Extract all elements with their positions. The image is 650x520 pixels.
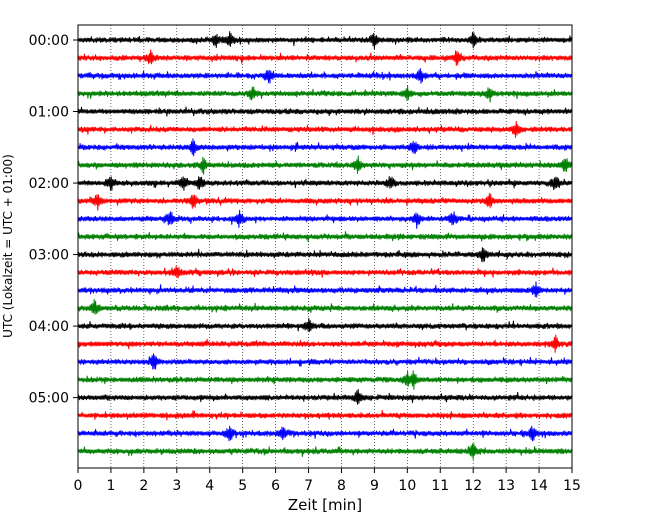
- vertical-grid-lines: [110, 25, 540, 468]
- trace-line: [77, 370, 573, 390]
- trace-line: [77, 299, 573, 315]
- x-tick-label: 13: [497, 478, 515, 494]
- trace-line: [77, 247, 573, 263]
- x-tick-label: 12: [464, 478, 482, 494]
- trace-group: [77, 31, 573, 460]
- x-tick-label: 8: [337, 478, 346, 494]
- trace-line: [77, 425, 573, 442]
- x-tick-label: 1: [106, 478, 115, 494]
- trace-line: [77, 106, 573, 117]
- trace-line: [77, 155, 573, 175]
- trace-line: [77, 209, 573, 229]
- x-tick-label: 2: [139, 478, 148, 494]
- x-tick-label: 15: [563, 478, 581, 494]
- y-tick-label: 02:00: [29, 176, 69, 192]
- x-tick-label: 10: [398, 478, 416, 494]
- trace-line: [77, 409, 573, 421]
- trace-line: [77, 31, 573, 50]
- trace-line: [77, 120, 573, 138]
- x-tick-label: 0: [74, 478, 83, 494]
- trace-line: [77, 176, 573, 191]
- x-tick-label: 14: [530, 478, 548, 494]
- y-tick-label: 01:00: [29, 105, 69, 121]
- trace-line: [77, 281, 573, 298]
- x-tick-label: 7: [304, 478, 313, 494]
- plot-frame: [77, 24, 573, 469]
- y-tick-label: 00:00: [29, 33, 69, 49]
- trace-line: [77, 388, 573, 405]
- trace-line: [77, 138, 573, 157]
- x-axis-ticks: 0 1 2 3 4 5 6 7 8 9 10 11 12 13 14 15: [74, 468, 581, 494]
- x-tick-label: 9: [370, 478, 379, 494]
- y-axis-label: UTC (Lokalzeit = UTC + 01:00): [1, 154, 15, 338]
- trace-line: [77, 265, 573, 279]
- trace-line: [77, 443, 573, 460]
- trace-line: [77, 193, 573, 211]
- trace-line: [77, 317, 573, 332]
- y-axis-ticks: 00:00 01:00 02:00 03:00 04:00 05:00: [29, 33, 78, 407]
- trace-line: [77, 49, 573, 66]
- x-tick-label: 4: [205, 478, 214, 494]
- x-axis-label: Zeit [min]: [288, 496, 362, 514]
- trace-line: [77, 85, 573, 103]
- y-tick-label: 03:00: [29, 248, 69, 264]
- trace-line: [77, 68, 573, 84]
- x-tick-label: 3: [172, 478, 181, 494]
- y-tick-label: 05:00: [29, 391, 69, 407]
- x-tick-label: 6: [271, 478, 280, 494]
- y-tick-label: 04:00: [29, 319, 69, 335]
- x-tick-label: 11: [431, 478, 449, 494]
- trace-line: [77, 353, 573, 370]
- trace-line: [77, 334, 573, 353]
- x-tick-label: 5: [238, 478, 247, 494]
- trace-line: [77, 231, 573, 243]
